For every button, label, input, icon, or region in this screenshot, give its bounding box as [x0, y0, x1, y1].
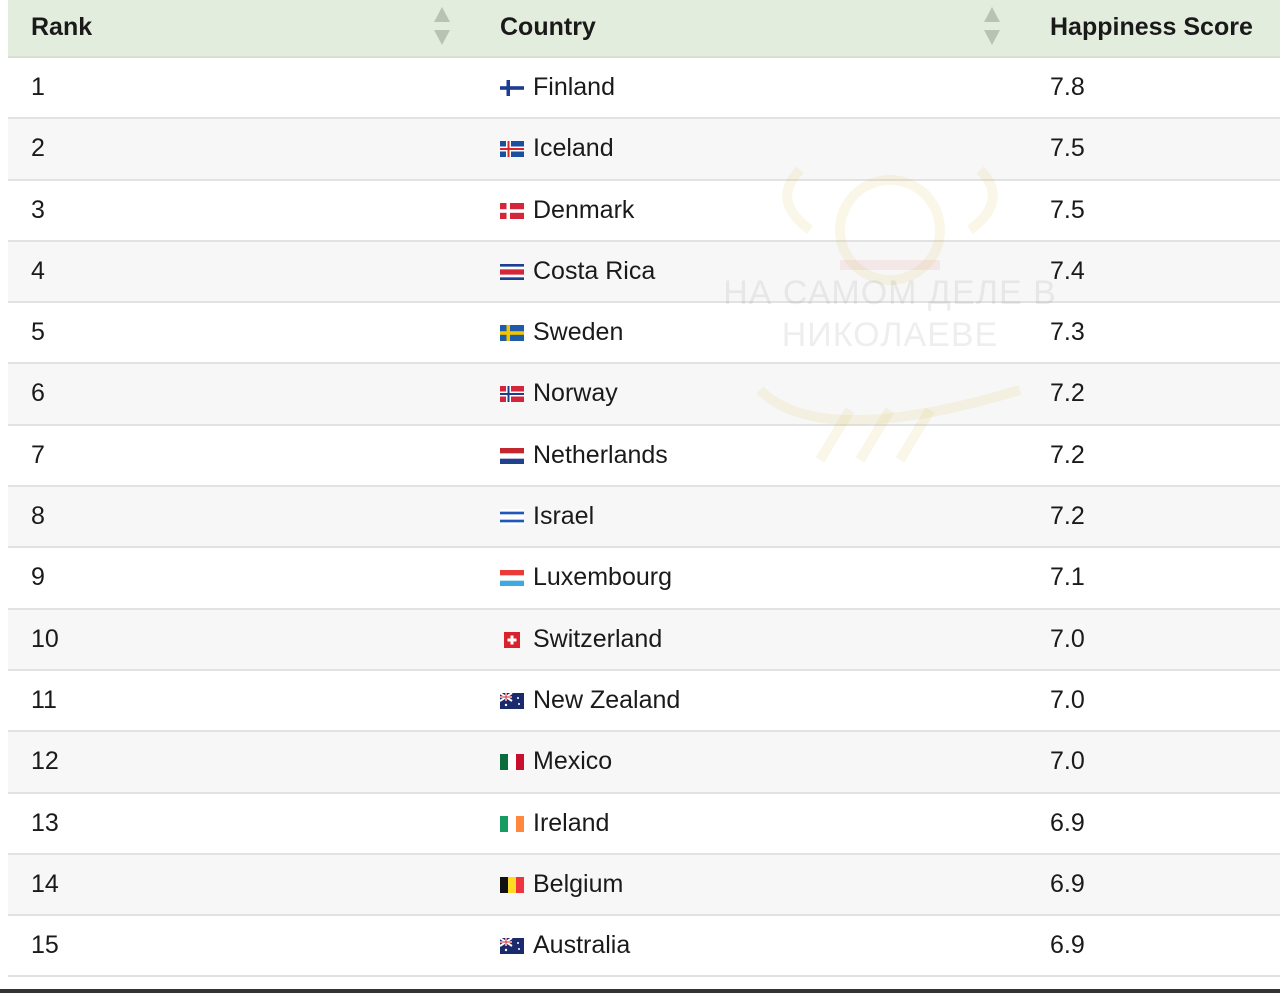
rank-cell: 11 [31, 685, 57, 714]
mexico-flag-icon [500, 754, 524, 771]
rank-cell: 13 [31, 808, 59, 837]
rank-cell: 9 [31, 563, 45, 592]
rank-cell: 3 [31, 195, 45, 224]
sweden-flag-icon [500, 325, 524, 342]
table-row: 15 Australia 6.9 [8, 916, 1280, 978]
score-cell: 7.2 [1050, 440, 1085, 469]
australia-flag-icon [500, 938, 524, 955]
new-zealand-flag-icon [500, 692, 524, 709]
table-row: 4 Costa Rica 7.4 [8, 241, 1280, 304]
score-cell: 6.9 [1050, 808, 1085, 837]
table-row: 11 New Zealand 7.0 [8, 671, 1280, 733]
country-cell: Sweden [533, 318, 624, 347]
score-cell: 7.4 [1050, 256, 1085, 285]
rank-cell: 14 [31, 869, 59, 898]
table-row: 12 Mexico 7.0 [8, 732, 1280, 794]
score-cell: 7.3 [1050, 318, 1085, 347]
rank-cell: 10 [31, 624, 59, 653]
country-cell: Belgium [533, 869, 624, 898]
country-cell: Israel [533, 502, 595, 531]
ireland-flag-icon [500, 815, 524, 832]
column-header-country[interactable]: Country [500, 13, 596, 41]
score-cell: 7.2 [1050, 502, 1085, 531]
country-cell: Netherlands [533, 440, 668, 469]
rank-cell: 7 [31, 440, 45, 469]
israel-flag-icon [500, 509, 524, 526]
iceland-flag-icon [500, 141, 524, 158]
bottom-border [0, 989, 1280, 993]
rank-cell: 15 [31, 931, 59, 960]
table-row: 10 Switzerland 7.0 [8, 609, 1280, 671]
rank-cell: 12 [31, 747, 59, 776]
score-cell: 6.9 [1050, 931, 1085, 960]
score-cell: 7.5 [1050, 134, 1085, 163]
rank-cell: 1 [31, 73, 45, 101]
country-cell: Luxembourg [533, 563, 672, 592]
country-cell: Australia [533, 931, 631, 960]
table-row: 1 Finland 7.8 [8, 58, 1280, 120]
country-cell: Switzerland [533, 624, 663, 653]
costa-rica-flag-icon [500, 263, 524, 280]
denmark-flag-icon [500, 202, 524, 219]
table-body: 1 Finland 7.8 2 Iceland 7.5 3 Denmark 7.5 4… [8, 58, 1280, 978]
table-row: 14 Belgium 6.9 [8, 854, 1280, 917]
finland-flag-icon [500, 80, 524, 96]
sort-country-icon[interactable] [984, 7, 1000, 47]
score-cell: 7.2 [1050, 379, 1085, 408]
score-cell: 7.1 [1050, 563, 1085, 592]
country-cell: Ireland [533, 808, 610, 837]
country-cell: Finland [533, 73, 615, 101]
sort-rank-icon[interactable] [434, 7, 450, 47]
rank-cell: 4 [31, 256, 45, 285]
table-row: 9 Luxembourg 7.1 [8, 548, 1280, 610]
table-row: 2 Iceland 7.5 [8, 119, 1280, 181]
country-cell: Iceland [533, 134, 614, 163]
score-cell: 7.8 [1050, 73, 1085, 101]
table-row: 13 Ireland 6.9 [8, 794, 1280, 855]
table-row: 6 Norway 7.2 [8, 364, 1280, 426]
country-cell: Mexico [533, 747, 613, 776]
rank-cell: 8 [31, 502, 45, 531]
country-cell: New Zealand [533, 685, 681, 714]
score-cell: 7.0 [1050, 624, 1085, 653]
country-cell: Costa Rica [533, 256, 656, 285]
table-row: 3 Denmark 7.5 [8, 181, 1280, 242]
score-cell: 7.5 [1050, 195, 1085, 224]
norway-flag-icon [500, 386, 524, 403]
netherlands-flag-icon [500, 447, 524, 464]
score-cell: 7.0 [1050, 685, 1085, 714]
belgium-flag-icon [500, 876, 524, 893]
score-cell: 6.9 [1050, 869, 1085, 898]
rank-cell: 5 [31, 318, 45, 347]
table-row: 8 Israel 7.2 [8, 487, 1280, 549]
score-cell: 7.0 [1050, 747, 1085, 776]
table-row: 5 Sweden 7.3 [8, 303, 1280, 365]
table-header: Rank Country Happiness Score [8, 0, 1280, 58]
switzerland-flag-icon [500, 631, 524, 648]
luxembourg-flag-icon [500, 570, 524, 587]
country-cell: Denmark [533, 195, 635, 224]
table-row: 7 Netherlands 7.2 [8, 426, 1280, 488]
rank-cell: 2 [31, 134, 45, 163]
rank-cell: 6 [31, 379, 45, 408]
country-cell: Norway [533, 379, 618, 408]
column-header-happiness-score[interactable]: Happiness Score [1050, 13, 1253, 41]
column-header-rank[interactable]: Rank [31, 13, 93, 41]
happiness-table: Rank Country Happiness Score 1 Finland 7… [8, 0, 1280, 978]
